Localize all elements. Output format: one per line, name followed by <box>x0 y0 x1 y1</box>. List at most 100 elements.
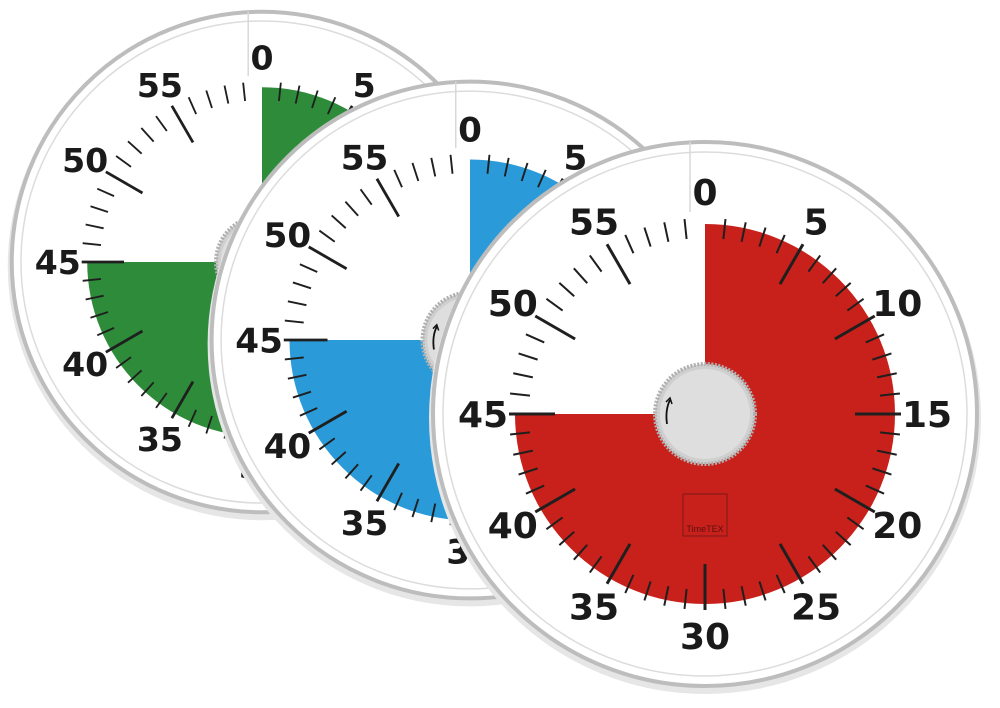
tick-mark <box>170 380 195 419</box>
tick-mark <box>775 574 786 594</box>
rotate-arrow-icon <box>432 326 438 350</box>
tick-mark <box>82 278 102 282</box>
tick-mark <box>605 543 632 585</box>
tick-mark <box>624 234 635 254</box>
tick-mark <box>872 352 892 361</box>
tick-mark <box>359 474 373 492</box>
tick-mark <box>85 223 104 230</box>
tick-mark <box>534 487 576 514</box>
tick-mark <box>605 243 632 285</box>
tick-mark <box>344 200 359 217</box>
dial-number: 50 <box>488 284 538 325</box>
tick-mark <box>308 410 348 435</box>
tick-mark <box>140 381 155 397</box>
tick-mark <box>822 267 837 284</box>
knob-face <box>660 369 750 459</box>
dial-number: 55 <box>569 203 619 244</box>
tick-mark <box>545 297 564 312</box>
tick-mark <box>846 516 865 531</box>
tick-mark <box>187 96 197 115</box>
tick-mark <box>503 157 510 177</box>
tick-mark <box>430 157 437 177</box>
tick-mark <box>278 82 282 102</box>
tick-mark <box>778 243 805 285</box>
tick-mark <box>775 234 786 254</box>
tick-mark <box>140 127 155 143</box>
tick-mark <box>284 356 304 361</box>
dial-number: 0 <box>250 39 273 78</box>
tick-mark <box>411 498 420 518</box>
tick-mark <box>287 300 307 307</box>
tick-mark <box>82 242 102 246</box>
dial-number: 15 <box>902 395 952 436</box>
dial-number: 35 <box>341 504 389 544</box>
tick-mark <box>375 178 400 218</box>
tick-mark <box>127 369 143 384</box>
tick-mark <box>865 333 885 344</box>
tick-mark <box>155 115 168 132</box>
tick-mark <box>292 390 312 399</box>
tick-mark <box>284 319 304 324</box>
tick-mark <box>758 227 767 247</box>
rotate-arrow-icon <box>665 399 671 425</box>
dial-number: 0 <box>458 110 482 150</box>
tick-mark <box>643 581 652 601</box>
tick-mark <box>518 352 538 361</box>
tick-mark <box>683 588 688 610</box>
tick-mark <box>96 187 115 197</box>
tick-mark <box>722 588 727 610</box>
tick-mark <box>430 503 437 523</box>
tick-mark <box>205 90 213 109</box>
arrow-head-icon <box>665 396 673 405</box>
tick-mark <box>513 449 534 456</box>
tick-mark <box>876 449 897 456</box>
tick-mark <box>449 154 454 174</box>
tick-mark <box>740 585 747 606</box>
dial-number: 55 <box>137 66 183 105</box>
tick-mark <box>205 415 213 434</box>
tick-mark <box>242 82 246 102</box>
tick-mark <box>807 254 822 273</box>
tick-mark <box>105 170 144 195</box>
tick-mark <box>834 314 876 341</box>
tick-mark <box>643 227 652 247</box>
tick-mark <box>835 531 852 546</box>
tick-mark <box>545 516 564 531</box>
dial-number: 45 <box>235 321 283 361</box>
tick-mark <box>308 245 348 270</box>
tick-mark <box>393 169 403 188</box>
tick-mark <box>879 392 901 397</box>
tick-mark <box>509 392 531 397</box>
tick-mark <box>115 155 132 168</box>
tick-mark <box>518 467 538 476</box>
tick-mark <box>96 327 115 337</box>
tick-mark <box>375 462 400 502</box>
tick-mark <box>294 85 301 104</box>
dial-number: 35 <box>569 587 619 628</box>
tick-mark <box>318 229 336 243</box>
dial-number: 5 <box>353 66 376 105</box>
tick-mark <box>223 85 230 104</box>
dial-number: 20 <box>872 506 922 547</box>
tick-mark <box>513 372 534 379</box>
dial-number: 40 <box>264 427 312 467</box>
tick-mark <box>299 263 318 273</box>
tick-mark <box>534 314 576 341</box>
tick-mark <box>740 222 747 243</box>
dial-number: 0 <box>692 173 717 214</box>
tick-mark <box>573 544 588 561</box>
arrow-head-icon <box>432 323 440 331</box>
tick-mark <box>876 372 897 379</box>
tick-mark <box>187 409 197 428</box>
tick-mark <box>318 437 336 451</box>
tick-mark <box>558 282 575 297</box>
tick-mark <box>85 294 104 301</box>
tick-mark <box>311 90 319 109</box>
tick-mark <box>327 96 337 115</box>
tick-mark <box>292 281 312 290</box>
tick-mark <box>486 154 491 174</box>
tick-mark <box>722 218 727 240</box>
tick-mark <box>411 162 420 182</box>
tick-mark <box>90 205 109 213</box>
